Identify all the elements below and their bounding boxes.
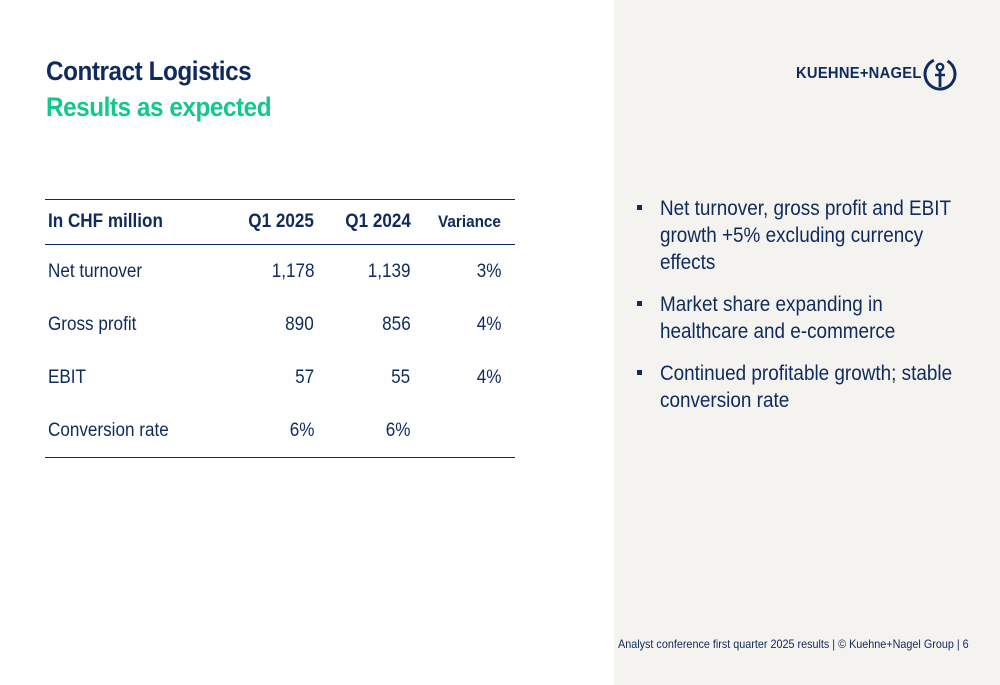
bullet-square-icon: [637, 370, 642, 375]
table-row: Gross profit 890 856 4%: [45, 298, 515, 351]
bullet-item: Continued profitable growth; stable conv…: [636, 360, 966, 414]
cell-q1-2024: 856: [381, 313, 411, 335]
bullet-text: Continued profitable growth; stable conv…: [660, 362, 953, 412]
bullet-item: Net turnover, gross profit and EBIT grow…: [636, 195, 966, 276]
cell-q1-2025: 1,178: [271, 260, 315, 282]
right-panel-background: [614, 0, 1000, 685]
table-row: Conversion rate 6% 6%: [45, 404, 515, 458]
table-header-row: In CHF million Q1 2025 Q1 2024 Variance: [45, 199, 515, 245]
header-label: In CHF million: [45, 199, 227, 245]
logo-text: KUEHNE+NAGEL: [796, 65, 922, 82]
row-label: Net turnover: [48, 260, 143, 282]
row-label: Gross profit: [48, 313, 137, 335]
row-label: Conversion rate: [45, 404, 227, 458]
cell-pad: [501, 404, 515, 458]
header-variance: Variance: [410, 199, 502, 245]
table-row: Net turnover 1,178 1,139 3%: [45, 245, 515, 299]
company-logo: KUEHNE+NAGEL: [796, 56, 957, 92]
cell-q1-2025: 890: [285, 313, 315, 335]
cell-variance: [410, 404, 502, 458]
cell-pad: [501, 351, 515, 404]
results-table: In CHF million Q1 2025 Q1 2024 Variance …: [45, 199, 515, 458]
cell-q1-2025: 57: [295, 366, 315, 388]
bullet-square-icon: [637, 301, 642, 306]
header-q1-2025: Q1 2025: [226, 199, 315, 245]
anchor-icon: [923, 57, 957, 91]
cell-q1-2025: 6%: [226, 404, 315, 458]
cell-variance: 3%: [476, 260, 502, 282]
bullet-list: Net turnover, gross profit and EBIT grow…: [636, 195, 966, 429]
cell-pad: [501, 298, 515, 351]
bullet-text: Market share expanding in healthcare and…: [660, 293, 896, 343]
bullet-text: Net turnover, gross profit and EBIT grow…: [660, 197, 951, 274]
footer-text: Analyst conference first quarter 2025 re…: [618, 637, 969, 651]
cell-pad: [501, 245, 515, 299]
bullet-item: Market share expanding in healthcare and…: [636, 291, 966, 345]
header-q1-2024: Q1 2024: [314, 199, 411, 245]
row-label: EBIT: [48, 366, 87, 388]
cell-variance: 4%: [476, 313, 502, 335]
cell-q1-2024: 1,139: [367, 260, 411, 282]
table-row: EBIT 57 55 4%: [45, 351, 515, 404]
cell-q1-2024: 55: [391, 366, 411, 388]
cell-q1-2024: 6%: [314, 404, 411, 458]
bullet-square-icon: [637, 205, 642, 210]
slide-title: Contract Logistics: [46, 56, 252, 86]
header-pad: [501, 199, 515, 245]
cell-variance: 4%: [476, 366, 502, 388]
slide-subtitle: Results as expected: [46, 92, 272, 122]
